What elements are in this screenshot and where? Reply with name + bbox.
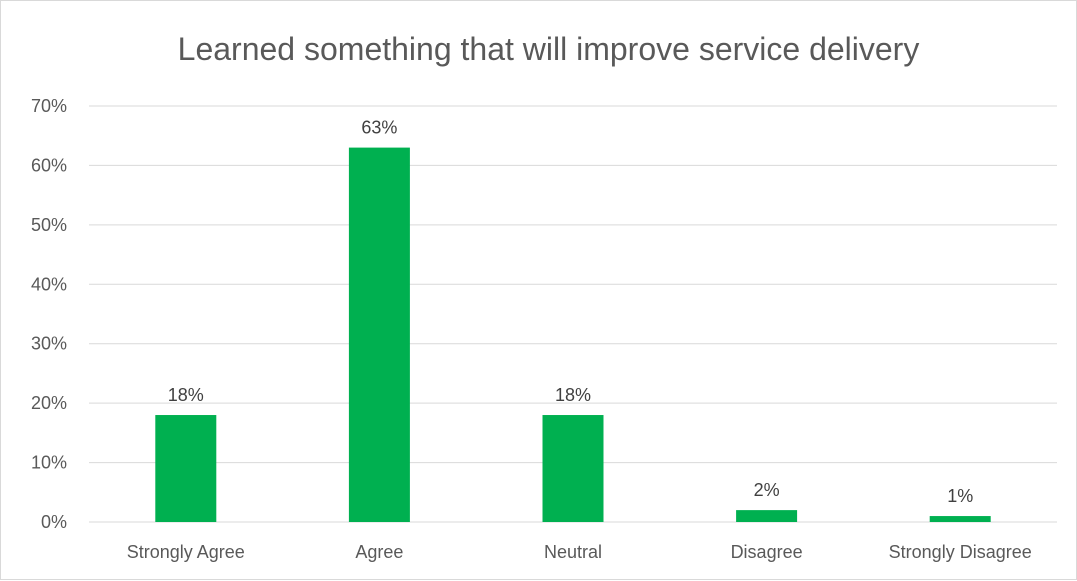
- chart-title: Learned something that will improve serv…: [177, 31, 920, 67]
- x-tick-label: Strongly Disagree: [889, 542, 1032, 562]
- bar: [736, 510, 798, 522]
- bar: [155, 415, 217, 522]
- x-tick-label: Strongly Agree: [127, 542, 245, 562]
- y-tick-label: 70%: [31, 96, 67, 116]
- x-tick-label: Disagree: [731, 542, 803, 562]
- y-tick-label: 30%: [31, 334, 67, 354]
- y-tick-label: 50%: [31, 215, 67, 235]
- x-tick-label: Agree: [355, 542, 403, 562]
- bar: [348, 147, 410, 522]
- y-tick-label: 0%: [41, 512, 67, 532]
- bar: [542, 415, 604, 522]
- y-tick-label: 20%: [31, 393, 67, 413]
- x-tick-label: Neutral: [544, 542, 602, 562]
- data-label: 63%: [361, 118, 397, 138]
- data-label: 1%: [947, 486, 973, 506]
- data-label: 18%: [555, 385, 591, 405]
- data-label: 18%: [168, 385, 204, 405]
- y-tick-label: 60%: [31, 155, 67, 175]
- y-tick-label: 40%: [31, 274, 67, 294]
- data-label: 2%: [754, 480, 780, 500]
- bar: [929, 516, 991, 522]
- y-tick-label: 10%: [31, 453, 67, 473]
